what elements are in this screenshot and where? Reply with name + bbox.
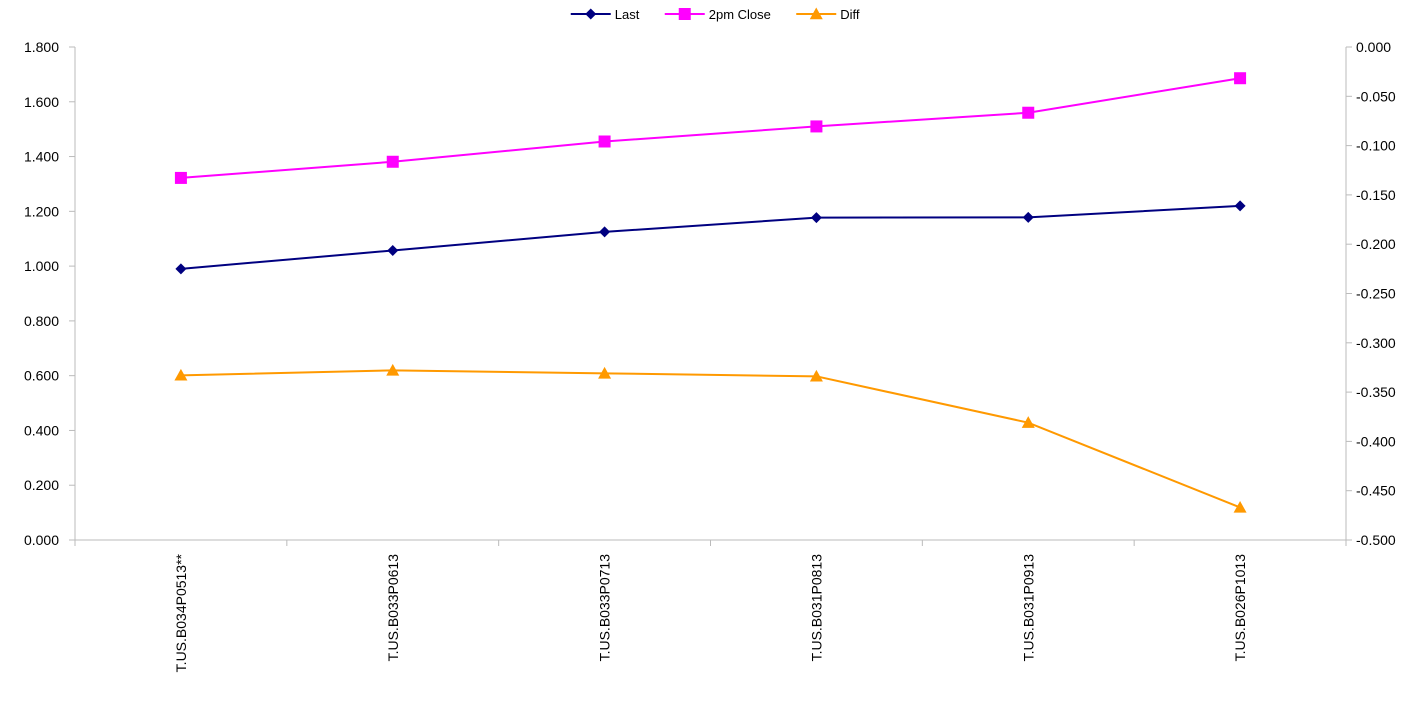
legend-marker-last [585,8,597,20]
left-y-axis: 0.000 0.200 0.400 0.600 0.800 1.000 1.200 1.400… [24,39,76,548]
data-point-diff [809,369,823,382]
data-point-last [1022,211,1034,223]
right-y-axis: -0.500 -0.450 -0.400 -0.350 -0.300 -0.250 -0.2… [1345,39,1396,548]
data-point-2pm-close [1234,72,1247,85]
plot-area [174,72,1247,513]
legend-label-2pm-close: 2pm Close [709,7,771,22]
left-axis-tick-label: 0.800 [24,313,59,329]
x-axis-category-label: T.US.B031P0913 [1020,554,1036,662]
data-point-diff [174,368,188,381]
right-axis-tick-label: -0.500 [1356,532,1396,548]
x-axis-category-label: T.US.B033P0713 [597,554,613,662]
right-axis-tick-label: -0.450 [1356,483,1396,499]
data-point-2pm-close [598,135,611,148]
data-point-diff [1233,500,1247,513]
right-axis-tick-label: -0.400 [1356,433,1396,449]
right-axis-tick-label: -0.050 [1356,88,1396,104]
data-point-2pm-close [810,120,823,133]
left-axis-tick-label: 1.400 [24,149,59,165]
right-axis-tick-label: -0.300 [1356,335,1396,351]
legend-label-last: Last [615,7,640,22]
right-axis-tick-label: -0.150 [1356,187,1396,203]
left-axis-tick-label: 0.400 [24,422,59,438]
right-axis-tick-label: -0.200 [1356,236,1396,252]
data-point-diff [598,366,612,379]
x-axis-category-label: T.US.B026P1013 [1232,554,1248,662]
series-line-2pm-close [180,77,1241,179]
right-axis-tick-label: 0.000 [1356,39,1391,55]
data-point-diff [386,363,400,376]
data-point-last [387,244,399,256]
data-point-2pm-close [1022,106,1035,119]
data-point-diff [1021,416,1035,428]
data-point-2pm-close [386,155,399,168]
legend-marker-diff [809,7,823,20]
series-line-last [180,204,1241,270]
legend-label-diff: Diff [840,7,860,22]
right-axis-tick-label: -0.100 [1356,138,1396,154]
left-axis-tick-label: 0.200 [24,477,59,493]
left-axis-tick-label: 0.600 [24,368,59,384]
x-axis-category-label: T.US.B031P0813 [808,554,824,662]
x-axis-category-label: T.US.B033P0613 [385,554,401,662]
legend-marker-2pm-close [678,8,691,20]
data-point-last [599,226,611,238]
right-axis-tick-label: -0.350 [1356,384,1396,400]
x-axis: T.US.B034P0513** T.US.B033P0613 T.US.B033P… [74,539,1347,672]
left-axis-tick-label: 1.600 [24,94,59,110]
left-axis-tick-label: 1.200 [24,203,59,219]
data-point-last [175,263,187,275]
left-axis-tick-label: 0.000 [24,532,59,548]
left-axis-tick-label: 1.800 [24,39,59,55]
data-point-2pm-close [174,171,187,184]
x-axis-category-label: T.US.B034P0513** [173,553,189,672]
left-axis-tick-label: 1.000 [24,258,59,274]
series-line-diff [180,369,1241,509]
data-point-last [810,212,822,224]
right-axis-tick-label: -0.250 [1356,286,1396,302]
chart-legend: Last 2pm Close Diff [570,7,860,22]
data-point-last [1234,200,1246,212]
